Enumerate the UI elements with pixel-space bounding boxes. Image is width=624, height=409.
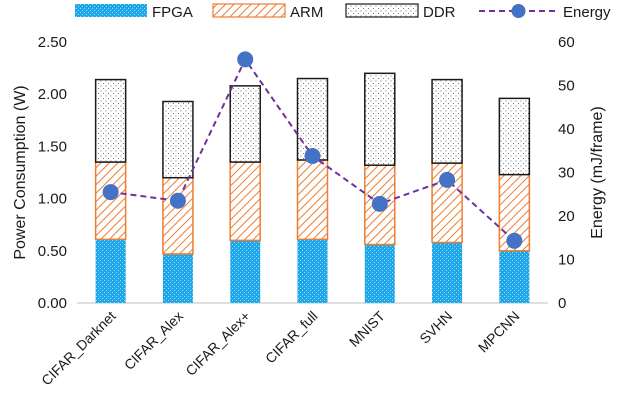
- legend-item-arm: ARM: [212, 3, 323, 21]
- y2-tick-label: 20: [558, 208, 575, 225]
- bars: [94, 72, 531, 303]
- y2-tick-label: 0: [558, 295, 566, 312]
- y-tick-label: 0.50: [38, 243, 67, 260]
- legend-label: FPGA: [152, 4, 193, 21]
- legend-swatch: [345, 3, 419, 18]
- y2-axis-title: Energy (mJ/frame): [589, 106, 606, 238]
- energy-point: [237, 51, 254, 68]
- bar-segment-fpga: [297, 239, 328, 303]
- y-axis-title: Power Consumption (W): [12, 85, 29, 259]
- legend-label: ARM: [290, 4, 323, 21]
- bar-segment-ddr: [162, 100, 194, 179]
- bar-segment-ddr: [498, 97, 531, 176]
- bar-segment-fpga: [432, 242, 463, 303]
- x-tick-label: MPCNN: [475, 308, 523, 356]
- y2-tick-label: 30: [558, 165, 575, 182]
- x-tick-label: CIFAR_Darknet: [38, 308, 119, 389]
- x-tick-label: CIFAR_full: [262, 308, 321, 367]
- bar-segment-arm: [162, 176, 194, 255]
- bar-segment-ddr: [94, 78, 127, 163]
- energy-point: [371, 195, 388, 212]
- legend-swatch: [75, 4, 147, 17]
- x-tick-label: MNIST: [346, 307, 388, 349]
- y2-tick-label: 60: [558, 34, 575, 51]
- bar-segment-ddr: [364, 72, 396, 166]
- bar-segment-fpga: [162, 253, 193, 303]
- legend-label: Energy: [563, 4, 611, 21]
- y2-tick-label: 50: [558, 78, 575, 95]
- bar-segment-fpga: [230, 240, 261, 303]
- bar-segment-ddr: [431, 78, 463, 164]
- legend-item-ddr: DDR: [345, 3, 456, 21]
- y2-tick-label: 10: [558, 252, 575, 269]
- legend-item-energy: Energy: [479, 4, 611, 21]
- energy-point: [439, 171, 456, 188]
- y2-tick-label: 40: [558, 121, 575, 138]
- bar-segment-arm: [94, 161, 127, 241]
- bar-segment-ddr: [296, 77, 329, 161]
- x-tick-label: CIFAR_Alex+: [182, 308, 253, 379]
- x-tick-label: CIFAR_Alex: [121, 308, 186, 373]
- x-tick-label: SVHN: [416, 308, 455, 347]
- axes: 0.00 0.50 1.00 1.50 2.00 2.50 0 10 20 30 40 50 60 Pow…: [12, 34, 606, 312]
- y-tick-label: 1.00: [38, 191, 67, 208]
- legend-item-fpga: FPGA: [75, 4, 193, 21]
- y-tick-label: 2.00: [38, 86, 67, 103]
- y-tick-label: 2.50: [38, 34, 67, 51]
- bar-segment-arm: [296, 159, 329, 241]
- energy-point: [169, 192, 186, 209]
- bar-segment-arm: [229, 161, 261, 242]
- bar-segment-ddr: [229, 85, 261, 163]
- legend-swatch: [212, 3, 286, 18]
- y-tick-label: 1.50: [38, 138, 67, 155]
- energy-line: [102, 51, 523, 249]
- bar-segment-fpga: [499, 250, 530, 303]
- energy-point: [102, 184, 119, 201]
- y-tick-label: 0.00: [38, 295, 67, 312]
- legend-label: DDR: [423, 4, 456, 21]
- bar-segment-fpga: [364, 244, 395, 303]
- bar-segment-fpga: [95, 239, 126, 303]
- legend-marker: [511, 4, 526, 18]
- energy-point: [506, 232, 523, 249]
- energy-point: [304, 147, 321, 164]
- legend: FPGA ARM DDR Energy: [75, 3, 611, 21]
